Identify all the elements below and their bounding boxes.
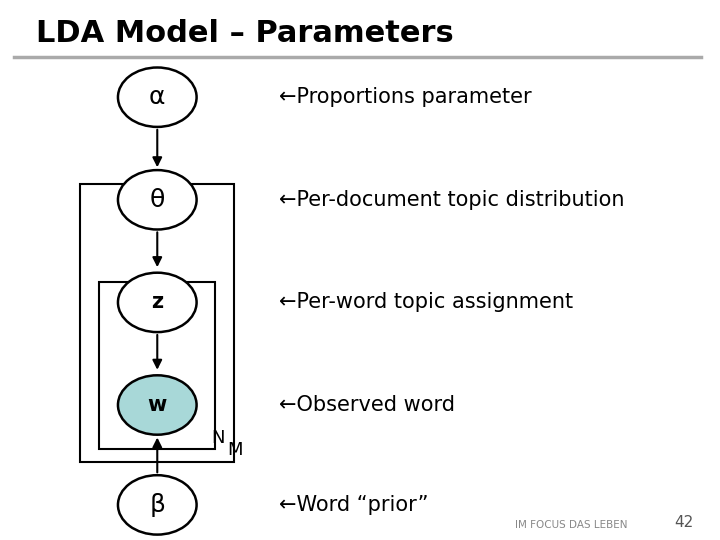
Text: ←Per-word topic assignment: ←Per-word topic assignment <box>279 292 573 313</box>
Text: N: N <box>211 429 225 447</box>
Text: ←Proportions parameter: ←Proportions parameter <box>279 87 531 107</box>
Text: θ: θ <box>150 188 165 212</box>
Text: ←Per-document topic distribution: ←Per-document topic distribution <box>279 190 624 210</box>
Text: ←Word “prior”: ←Word “prior” <box>279 495 428 515</box>
Circle shape <box>118 375 197 435</box>
Text: M: M <box>228 441 243 459</box>
Circle shape <box>118 68 197 127</box>
Text: IM FOCUS DAS LEBEN: IM FOCUS DAS LEBEN <box>515 520 627 530</box>
Text: 42: 42 <box>674 515 693 530</box>
Text: β: β <box>149 493 165 517</box>
Text: z: z <box>151 292 163 313</box>
Text: α: α <box>149 85 166 109</box>
Text: ←Observed word: ←Observed word <box>279 395 455 415</box>
Text: LDA Model – Parameters: LDA Model – Parameters <box>36 19 454 48</box>
Circle shape <box>118 170 197 230</box>
Circle shape <box>118 475 197 535</box>
Circle shape <box>118 273 197 332</box>
Text: w: w <box>148 395 167 415</box>
